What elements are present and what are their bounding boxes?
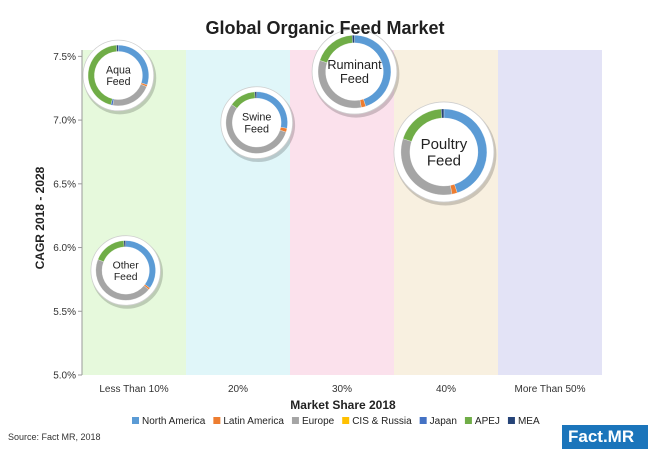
band-4	[498, 50, 602, 375]
donut-segment-mea	[123, 240, 126, 248]
legend-label: CIS & Russia	[352, 416, 412, 427]
bubble-label: Feed	[114, 272, 138, 283]
source-note: Source: Fact MR, 2018	[8, 432, 101, 442]
legend-item: APEJ	[464, 416, 500, 427]
y-tick-label: 5.0%	[53, 371, 76, 382]
legend-label: Latin America	[223, 416, 284, 427]
bubble-label: Swine	[242, 111, 271, 123]
x-tick-label: 20%	[228, 384, 248, 395]
logo-text: Fact.MR	[568, 427, 635, 446]
y-tick-label: 5.5%	[53, 307, 76, 318]
legend-swatch	[132, 417, 139, 424]
donut-segment-mea	[352, 35, 355, 44]
bubble-label: Feed	[340, 72, 369, 86]
legend-label: MEA	[518, 416, 540, 427]
legend-swatch	[464, 417, 472, 424]
y-tick-label: 7.0%	[53, 116, 76, 127]
donut-segment-mea	[254, 91, 257, 99]
band-3	[394, 50, 498, 375]
donut-segment-mea	[441, 108, 445, 119]
legend-item: CIS & Russia	[342, 416, 412, 427]
bubble-label: Feed	[244, 123, 269, 135]
legend-swatch	[507, 417, 515, 424]
bubble-label: Feed	[427, 153, 461, 170]
bubble-label: Poultry	[421, 136, 468, 153]
legend-item: Latin America	[213, 416, 284, 427]
legend-label: Europe	[302, 416, 335, 427]
chart-title: Global Organic Feed Market	[205, 18, 444, 38]
bubble-label: Feed	[106, 76, 130, 88]
bubble-label: Aqua	[106, 64, 131, 76]
legend-swatch	[291, 417, 299, 424]
x-tick-label: More Than 50%	[515, 384, 586, 395]
x-tick-label: 30%	[332, 384, 352, 395]
bubbles: AquaFeedSwineFeedRuminantFeedPoultryFeed…	[82, 28, 497, 309]
bubble-label: Other	[113, 260, 140, 271]
x-tick-label: 40%	[436, 384, 456, 395]
legend-item: Europe	[291, 416, 335, 427]
y-tick-label: 6.5%	[53, 179, 76, 190]
legend-label: Japan	[430, 416, 457, 427]
legend-item: Japan	[419, 416, 457, 427]
x-axis: Less Than 10% 20% 30% 40% More Than 50%	[99, 384, 585, 395]
factmr-logo: Fact.MR	[562, 425, 648, 449]
bubble-label: Ruminant	[327, 58, 382, 72]
legend-item: North America	[132, 416, 206, 427]
legend-swatch	[342, 417, 350, 424]
x-tick-label: Less Than 10%	[99, 384, 168, 395]
legend-swatch	[419, 417, 427, 424]
y-axis: 5.0% 5.5% 6.0% 6.5% 7.0% 7.5%	[53, 50, 83, 382]
y-tick-label: 7.5%	[53, 52, 76, 63]
y-tick-label: 6.0%	[53, 243, 76, 254]
y-axis-label: CAGR 2018 - 2028	[33, 166, 47, 269]
donut-segment-mea	[116, 44, 119, 52]
x-axis-label: Market Share 2018	[290, 398, 396, 412]
legend-swatch	[213, 417, 221, 424]
legend-label: North America	[142, 416, 206, 427]
legend: North America Latin America Europe CIS & Ru…	[132, 416, 540, 427]
legend-item: MEA	[507, 416, 540, 427]
legend-label: APEJ	[475, 416, 500, 427]
